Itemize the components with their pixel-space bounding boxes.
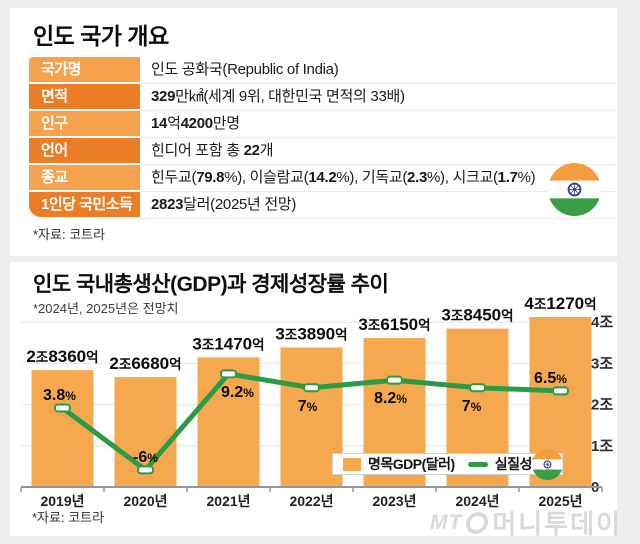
y-axis-tick-label: 3조 bbox=[591, 355, 613, 372]
bar-value-label: 3조1470억 bbox=[192, 334, 264, 353]
x-axis-category-label: 2020년 bbox=[123, 493, 167, 509]
growth-point-marker bbox=[552, 386, 569, 396]
growth-value-label: 9.2% bbox=[221, 384, 254, 401]
growth-line-swatch-icon bbox=[467, 461, 488, 467]
table-row: 1인당 국민소득 2823달러(2025년 전망) bbox=[29, 192, 617, 219]
x-axis-category-label: 2021년 bbox=[206, 493, 250, 509]
row-value: 14억4200만명 bbox=[140, 111, 617, 138]
overview-card: 인도 국가 개요 국가명 인도 공화국(Republic of India) 면적 3… bbox=[10, 8, 617, 256]
bar-value-label: 3조3890억 bbox=[275, 324, 347, 343]
overview-title: 인도 국가 개요 bbox=[33, 23, 169, 49]
bar-value-label: 3조6150억 bbox=[358, 315, 430, 334]
growth-value-label: -6% bbox=[133, 449, 158, 466]
y-axis-tick-label: 4조 bbox=[591, 314, 613, 331]
table-row: 언어 힌디어 포함 총 22개 bbox=[29, 138, 617, 165]
gdp-bar-swatch-icon bbox=[343, 457, 361, 471]
growth-point-marker bbox=[469, 383, 486, 393]
row-label: 종교 bbox=[29, 165, 140, 190]
table-row: 면적 329만㎢(세계 9위, 대한민국 면적의 33배) bbox=[29, 84, 617, 111]
x-axis-category-label: 2024년 bbox=[455, 493, 499, 509]
table-row: 국가명 인도 공화국(Republic of India) bbox=[29, 57, 617, 84]
row-label: 국가명 bbox=[29, 57, 140, 82]
growth-point-marker bbox=[303, 383, 320, 393]
chart-source-note: *자료: 코트라 bbox=[32, 510, 105, 525]
growth-point-marker bbox=[220, 369, 237, 379]
growth-value-label: 8.2% bbox=[374, 390, 407, 407]
growth-value-label: 3.8% bbox=[43, 387, 76, 404]
overview-source-note: *자료: 코트라 bbox=[33, 227, 106, 242]
y-axis-tick-label: 2조 bbox=[591, 397, 613, 414]
chart-title: 인도 국내총생산(GDP)과 경제성장률 추이 bbox=[33, 273, 389, 296]
x-axis-category-label: 2019년 bbox=[40, 493, 84, 509]
row-value: 힌디어 포함 총 22개 bbox=[140, 138, 617, 165]
row-value: 329만㎢(세계 9위, 대한민국 면적의 33배) bbox=[140, 84, 617, 111]
bar-value-label: 2조8360억 bbox=[26, 347, 98, 366]
x-axis-category-label: 2025년 bbox=[538, 493, 582, 509]
row-label: 1인당 국민소득 bbox=[29, 192, 140, 217]
chart-legend: 명목GDP(달러) 실질성장률 bbox=[332, 453, 563, 475]
row-value: 힌두교(79.8%), 이슬람교(14.2%), 기독교(2.3%), 시크교(… bbox=[140, 165, 617, 192]
bar-value-label: 3조8450억 bbox=[441, 306, 513, 325]
india-flag-icon bbox=[532, 449, 563, 480]
row-value: 2823달러(2025년 전망) bbox=[140, 192, 617, 219]
country-info-table: 국가명 인도 공화국(Republic of India) 면적 329만㎢(세계 9… bbox=[29, 57, 617, 219]
growth-point-marker bbox=[386, 375, 403, 385]
growth-value-label: 7% bbox=[462, 398, 482, 415]
bar-value-label: 4조1270억 bbox=[524, 294, 596, 313]
bar-value-label: 2조6680억 bbox=[109, 354, 181, 373]
growth-value-label: 7% bbox=[298, 398, 318, 415]
row-value: 인도 공화국(Republic of India) bbox=[140, 57, 617, 84]
growth-point-marker bbox=[137, 465, 154, 475]
table-row: 종교 힌두교(79.8%), 이슬람교(14.2%), 기독교(2.3%), 시크… bbox=[29, 165, 617, 192]
gdp-chart-card: 인도 국내총생산(GDP)과 경제성장률 추이 *2024년, 2025년은 전… bbox=[10, 262, 617, 536]
chart-subtitle: *2024년, 2025년은 전망치 bbox=[33, 301, 179, 316]
growth-point-marker bbox=[54, 403, 71, 413]
india-flag-icon bbox=[548, 163, 601, 216]
gdp-bar bbox=[31, 370, 94, 487]
row-label: 인구 bbox=[29, 111, 140, 136]
legend-gdp-label: 명목GDP(달러) bbox=[368, 456, 455, 472]
x-axis-category-label: 2023년 bbox=[372, 493, 416, 509]
table-row: 인구 14억4200만명 bbox=[29, 111, 617, 138]
growth-value-label: 6.5% bbox=[534, 370, 567, 387]
row-label: 언어 bbox=[29, 138, 140, 163]
gdp-combo-chart: 01조2조3조4조2019년2020년2021년2022년2023년2024년2… bbox=[20, 294, 613, 509]
y-axis-tick-label: 1조 bbox=[591, 438, 613, 455]
x-axis-category-label: 2022년 bbox=[289, 493, 333, 509]
row-label: 면적 bbox=[29, 84, 140, 109]
